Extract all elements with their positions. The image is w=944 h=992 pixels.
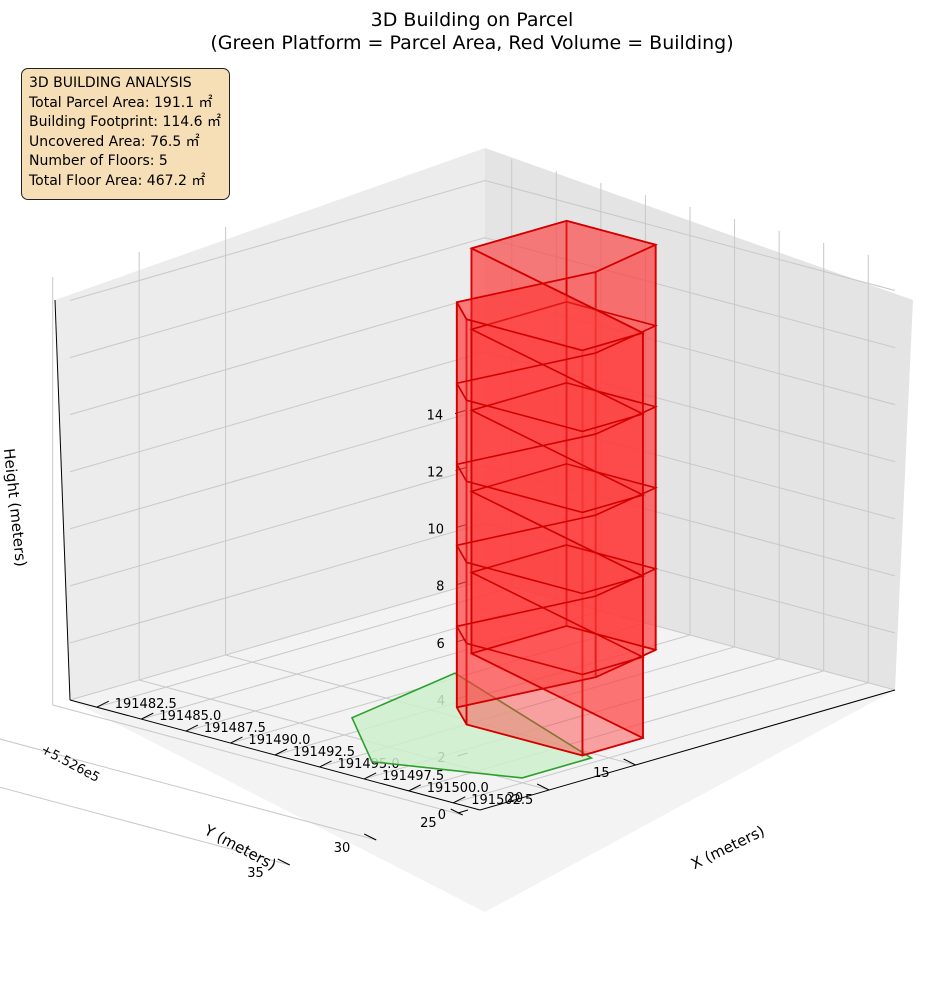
y-tick-label: 35 xyxy=(247,866,264,881)
info-parcel-area: Total Parcel Area: 191.1 ㎡ xyxy=(29,94,213,111)
floor-slab xyxy=(455,301,659,433)
x-tick-label: 191485.0 xyxy=(159,709,221,724)
x-tick xyxy=(319,760,332,768)
left-pane xyxy=(55,148,485,700)
x-tick-label: 191497.5 xyxy=(382,769,444,784)
y-axis-label: Y (meters) xyxy=(201,821,280,874)
axes: 191482.5191485.0191487.5191490.0191492.5… xyxy=(54,299,896,881)
x-tick xyxy=(96,700,109,708)
z-grid xyxy=(69,465,896,587)
z-tick-label: 10 xyxy=(427,523,444,538)
z-tick xyxy=(457,809,469,814)
building-base xyxy=(455,625,658,757)
z-axis-line xyxy=(54,299,71,701)
x-tick-label: 191487.5 xyxy=(204,721,266,736)
x-tick xyxy=(141,712,154,720)
z-tick-label: 6 xyxy=(437,637,445,652)
z-tick xyxy=(456,638,467,643)
x-axis-line xyxy=(69,699,481,811)
info-uncovered: Uncovered Area: 76.5 ㎡ xyxy=(29,133,200,150)
info-footprint: Building Footprint: 114.6 ㎡ xyxy=(29,114,222,131)
x-axis-label: X (meters) xyxy=(688,822,768,873)
right-pane xyxy=(485,148,913,690)
y-tick xyxy=(450,808,463,816)
y-tick-label: 25 xyxy=(420,816,437,831)
y-axis-line xyxy=(479,689,896,811)
x-tick xyxy=(230,736,243,744)
y-grid-floor xyxy=(52,704,463,816)
floor-slab xyxy=(455,544,659,676)
x-tick-label: 191502.5 xyxy=(471,793,533,808)
z-grid xyxy=(69,522,896,644)
y-grid-floor xyxy=(0,738,377,841)
x-tick-label: 191482.5 xyxy=(115,697,177,712)
x-tick xyxy=(274,748,288,756)
z-grid xyxy=(69,408,896,530)
z-tick-label: 12 xyxy=(427,466,444,481)
z-tick-label: 0 xyxy=(438,808,446,823)
z-axis-label: Height (meters) xyxy=(0,447,30,567)
y-tick xyxy=(277,858,291,866)
info-floors: Number of Floors: 5 xyxy=(29,153,168,170)
x-tick xyxy=(363,772,377,780)
z-grid xyxy=(69,180,896,302)
chart-subtitle: (Green Platform = Parcel Area, Red Volum… xyxy=(210,32,733,54)
x-tick xyxy=(185,724,199,732)
x-tick-label: 191500.0 xyxy=(427,781,489,796)
chart-title: 3D Building on Parcel xyxy=(371,9,574,31)
info-floor-area: Total Floor Area: 467.2 ㎡ xyxy=(29,172,206,189)
info-box-title: 3D BUILDING ANALYSIS xyxy=(29,75,192,91)
x-tick xyxy=(453,796,466,804)
z-grid xyxy=(69,294,896,416)
floor-slab xyxy=(455,382,659,514)
y-tick-label: 20 xyxy=(507,791,524,806)
z-grid xyxy=(69,237,896,359)
z-grid xyxy=(69,351,896,473)
x-tick-label: 191492.5 xyxy=(293,745,355,760)
y-tick xyxy=(364,833,377,841)
floor-slab xyxy=(455,219,659,352)
z-tick xyxy=(456,581,467,586)
y-tick xyxy=(623,758,636,766)
y-tick xyxy=(536,783,550,791)
floor-slab xyxy=(455,463,659,595)
z-tick-label: 14 xyxy=(427,409,444,424)
y-tick-label: 15 xyxy=(593,766,610,781)
x-tick-label: 191490.0 xyxy=(248,733,310,748)
y-grid-floor xyxy=(0,786,290,866)
y-tick-label: 30 xyxy=(334,841,351,856)
geometry xyxy=(350,219,659,779)
x-tick xyxy=(408,784,421,792)
z-tick-label: 8 xyxy=(436,580,444,595)
analysis-info-box: 3D BUILDING ANALYSIS Total Parcel Area: … xyxy=(21,68,231,200)
